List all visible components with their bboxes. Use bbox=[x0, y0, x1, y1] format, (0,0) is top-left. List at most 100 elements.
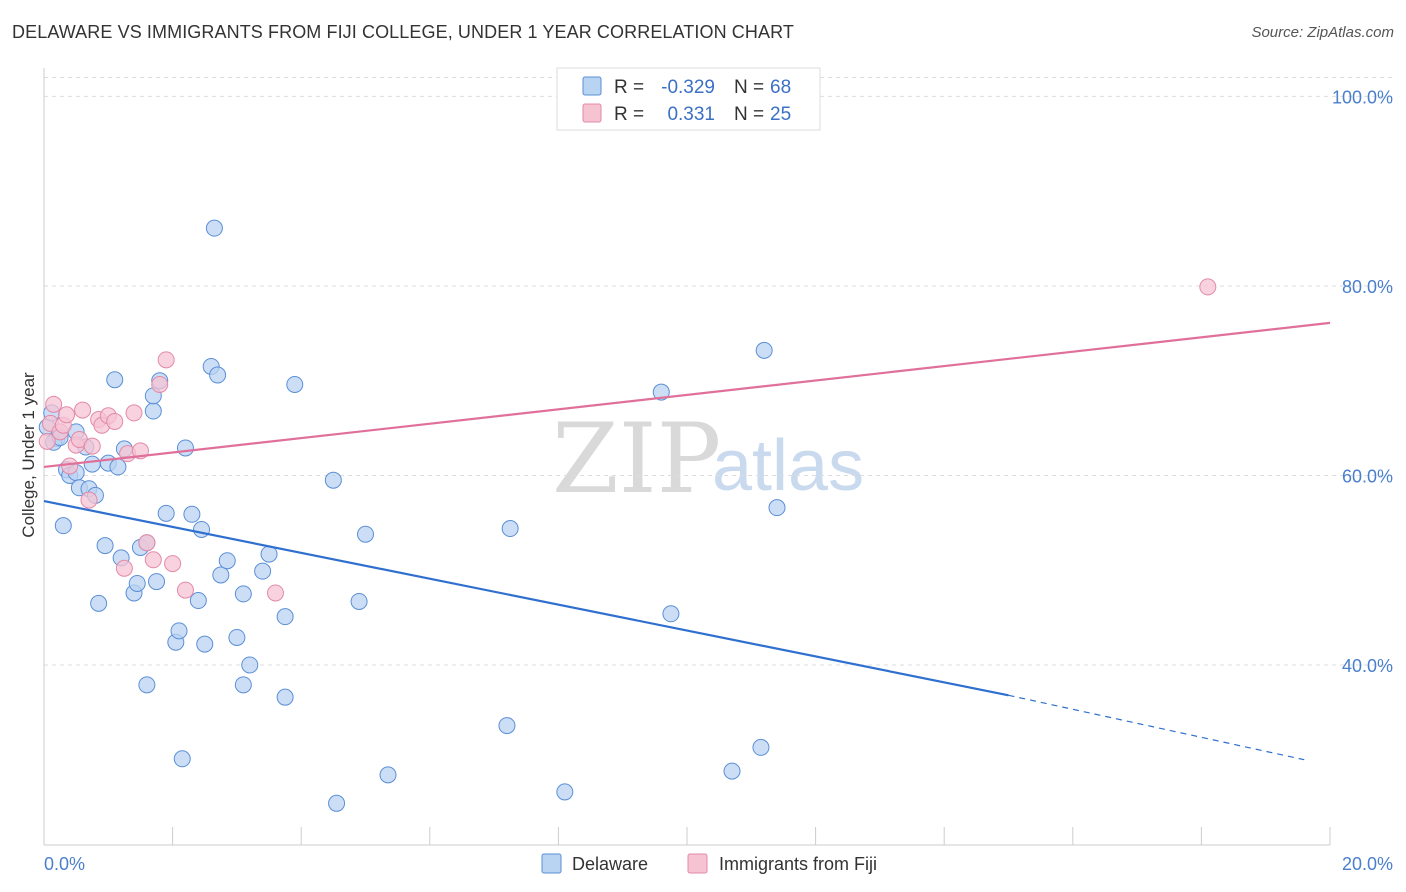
delaware-point bbox=[106, 371, 124, 389]
delaware-point bbox=[176, 439, 194, 457]
delaware-point bbox=[276, 688, 294, 706]
delaware-trend-line bbox=[43, 499, 1009, 697]
y-axis-label: College, Under 1 year bbox=[19, 372, 38, 538]
fiji-point bbox=[125, 404, 143, 422]
fiji-point bbox=[45, 395, 63, 413]
x-tick-label-max: 20.0% bbox=[1342, 854, 1393, 874]
bottom-legend-swatch-delaware bbox=[541, 853, 562, 874]
delaware-point bbox=[324, 471, 342, 489]
legend-n-label-fiji: N = bbox=[734, 104, 764, 125]
fiji-point bbox=[74, 401, 92, 419]
delaware-point bbox=[148, 573, 166, 591]
delaware-point bbox=[350, 592, 368, 610]
x-tick-label-min: 0.0% bbox=[44, 854, 85, 874]
delaware-point bbox=[183, 505, 201, 523]
delaware-point bbox=[173, 750, 191, 768]
delaware-point bbox=[357, 525, 374, 543]
chart-title: DELAWARE VS IMMIGRANTS FROM FIJI COLLEGE… bbox=[12, 22, 794, 42]
delaware-point bbox=[83, 455, 101, 473]
bottom-legend-label-delaware: Delaware bbox=[572, 854, 648, 874]
legend-r-value-fiji: 0.331 bbox=[667, 104, 715, 125]
watermark-zip: ZIP bbox=[552, 403, 721, 515]
watermark-atlas: atlas bbox=[712, 426, 864, 506]
fiji-point bbox=[157, 351, 175, 369]
legend-swatch-fiji bbox=[582, 103, 602, 123]
delaware-point bbox=[662, 605, 680, 623]
fiji-point bbox=[164, 555, 182, 573]
fiji-point bbox=[106, 412, 124, 430]
delaware-point bbox=[228, 628, 246, 646]
delaware-point bbox=[723, 762, 741, 780]
delaware-point bbox=[138, 676, 156, 694]
delaware-point bbox=[128, 574, 146, 592]
delaware-point bbox=[96, 537, 114, 555]
delaware-point bbox=[379, 766, 397, 784]
delaware-point bbox=[157, 504, 175, 522]
fiji-point bbox=[151, 375, 169, 393]
delaware-point bbox=[234, 585, 252, 603]
delaware-point bbox=[144, 402, 162, 420]
delaware-point bbox=[196, 635, 214, 653]
trend-lines bbox=[43, 321, 1331, 761]
y-tick-label: 100.0% bbox=[1332, 87, 1393, 107]
y-tick-label: 40.0% bbox=[1342, 656, 1393, 676]
chart-source: Source: ZipAtlas.com bbox=[1251, 24, 1394, 41]
delaware-point bbox=[218, 552, 236, 570]
delaware-point bbox=[193, 520, 211, 538]
legend-n-value-fiji: 25 bbox=[770, 104, 791, 125]
fiji-point bbox=[266, 584, 284, 602]
y-tick-labels: 100.0% 80.0% 60.0% 40.0% bbox=[1332, 87, 1393, 676]
delaware-point bbox=[652, 383, 670, 401]
delaware-point bbox=[189, 592, 207, 610]
delaware-point bbox=[286, 375, 304, 393]
delaware-point bbox=[212, 566, 230, 584]
fiji-trend-line bbox=[43, 321, 1331, 469]
y-tick-label: 80.0% bbox=[1342, 277, 1393, 297]
delaware-point bbox=[90, 594, 108, 612]
delaware-point bbox=[170, 622, 188, 640]
delaware-point bbox=[755, 341, 773, 359]
delaware-point bbox=[556, 783, 574, 801]
legend-r-value-delaware: -0.329 bbox=[661, 77, 715, 98]
fiji-point bbox=[138, 534, 156, 552]
delaware-trend-extension bbox=[1008, 694, 1305, 761]
grid-lines bbox=[44, 76, 1393, 666]
fiji-point bbox=[115, 559, 133, 577]
fiji-point bbox=[144, 551, 162, 569]
delaware-point bbox=[254, 562, 272, 580]
legend-n-label-delaware: N = bbox=[734, 77, 764, 98]
delaware-point bbox=[768, 499, 786, 517]
delaware-point bbox=[54, 517, 72, 535]
fiji-point bbox=[38, 432, 56, 450]
fiji-point bbox=[176, 581, 194, 599]
delaware-point bbox=[328, 794, 346, 812]
delaware-point bbox=[241, 656, 259, 674]
delaware-point bbox=[276, 608, 294, 626]
legend-swatch-delaware bbox=[582, 76, 602, 96]
bottom-legend-label-fiji: Immigrants from Fiji bbox=[719, 854, 877, 874]
delaware-point bbox=[752, 738, 770, 756]
delaware-point bbox=[498, 717, 516, 735]
fiji-point bbox=[80, 491, 98, 509]
series-fiji-points bbox=[38, 278, 1217, 602]
series-delaware-points bbox=[38, 219, 786, 812]
bottom-legend-swatch-fiji bbox=[687, 853, 708, 874]
series-legend: Delaware Immigrants from Fiji bbox=[541, 853, 877, 874]
legend-r-label-delaware: R = bbox=[614, 77, 644, 98]
legend-n-value-delaware: 68 bbox=[770, 77, 791, 98]
fiji-point bbox=[61, 457, 79, 475]
delaware-point bbox=[109, 458, 127, 476]
legend-r-label-fiji: R = bbox=[614, 104, 644, 125]
fiji-point bbox=[1199, 278, 1217, 296]
delaware-point bbox=[234, 676, 252, 694]
fiji-point bbox=[83, 437, 101, 455]
y-tick-label: 60.0% bbox=[1342, 466, 1393, 486]
delaware-point bbox=[205, 219, 223, 237]
x-ticks bbox=[43, 827, 1331, 845]
correlation-legend: R = -0.329 N = 68 R = 0.331 N = 25 bbox=[556, 67, 821, 131]
delaware-point bbox=[209, 366, 227, 384]
watermark: ZIP atlas bbox=[552, 403, 864, 515]
fiji-point bbox=[58, 406, 76, 424]
delaware-point bbox=[501, 520, 519, 538]
